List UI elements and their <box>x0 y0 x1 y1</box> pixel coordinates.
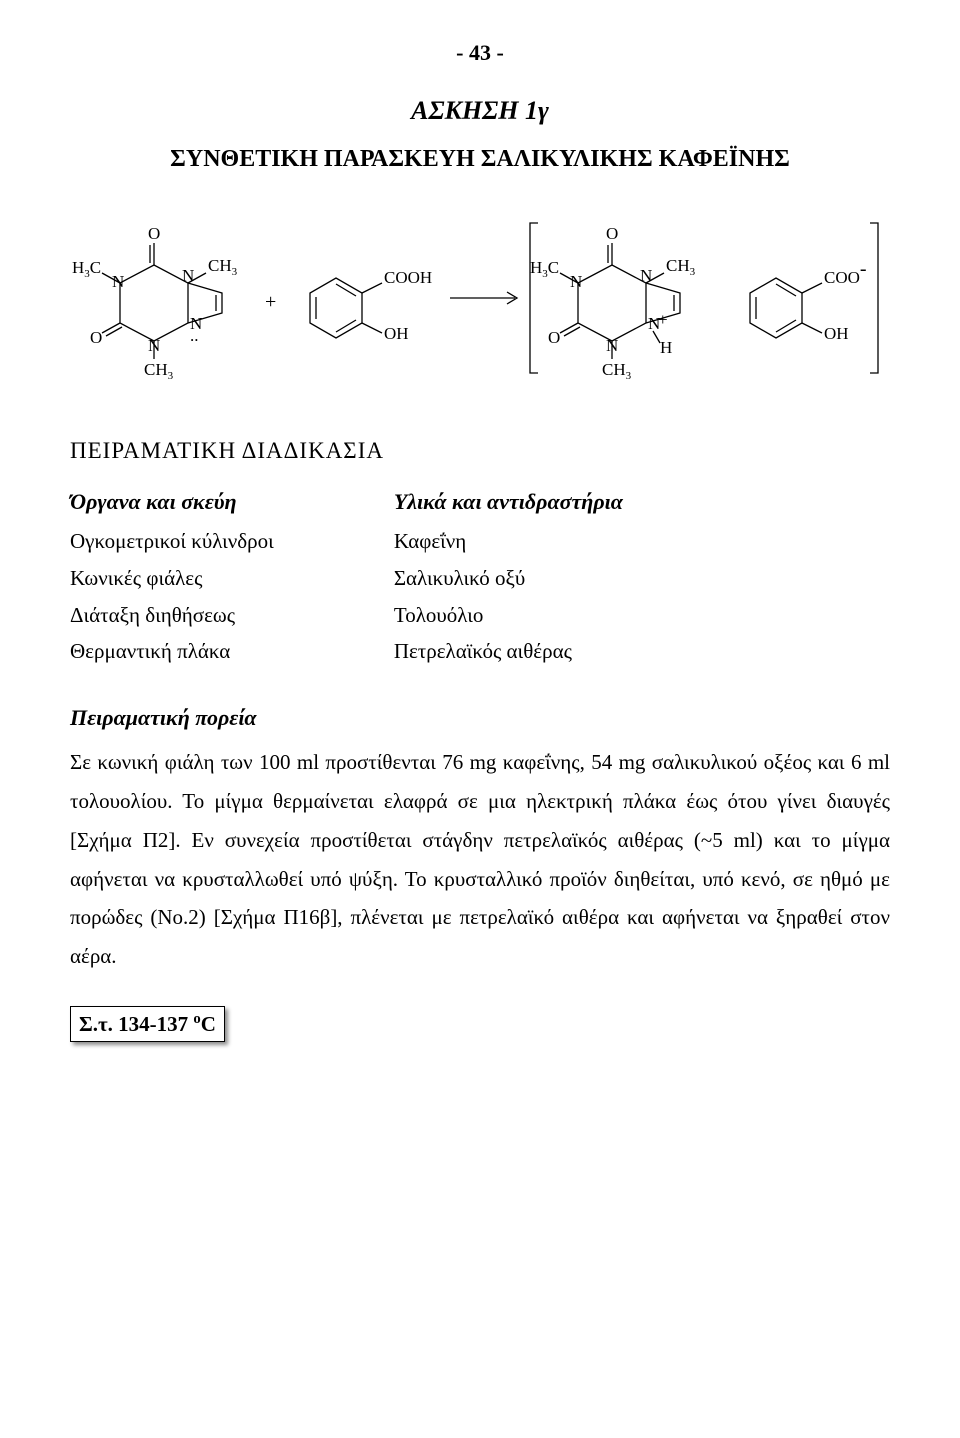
salicylic-oh: OH <box>384 324 409 343</box>
procedure-heading: Πειραματική πορεία <box>70 705 890 731</box>
reagents-item: Τολουόλιο <box>394 597 623 634</box>
mp-sup: o <box>193 1011 200 1027</box>
lone-pair-icon: .. <box>190 326 199 345</box>
salicylate-oh: OH <box>824 324 849 343</box>
svg-text:CH3: CH3 <box>144 360 174 382</box>
svg-text:H3C: H3C <box>72 258 101 280</box>
materials-columns: Όργανα και σκεύη Ογκομετρικοί κύλινδροι … <box>70 489 890 670</box>
prod-O-left: O <box>548 328 560 347</box>
reaction-svg: .atom { font: 17px "Times New Roman"; } … <box>70 203 890 383</box>
exercise-label: ΑΣΚΗΣΗ 1γ <box>70 96 890 126</box>
apparatus-column: Όργανα και σκεύη Ογκομετρικοί κύλινδροι … <box>70 489 274 670</box>
mp-label: Σ.τ. 134-137 <box>79 1012 193 1036</box>
prod-H: H <box>660 338 672 357</box>
page-number: - 43 - <box>70 40 890 66</box>
salicylate-coo: COO <box>824 268 860 287</box>
right-bracket-icon <box>870 223 878 373</box>
reagents-item: Σαλικυλικό οξύ <box>394 560 623 597</box>
caffeine-N3: N <box>182 266 194 285</box>
apparatus-heading: Όργανα και σκεύη <box>70 489 274 515</box>
svg-text:COO-: COO- <box>824 258 867 287</box>
reaction-scheme: .atom { font: 17px "Times New Roman"; } … <box>70 203 890 383</box>
caffeine-O-left: O <box>90 328 102 347</box>
left-bracket-icon <box>530 223 538 373</box>
mp-unit: C <box>201 1012 216 1036</box>
salicylate-minus: - <box>860 258 867 280</box>
prod-O-top: O <box>606 224 618 243</box>
plus-sign: + <box>265 291 276 313</box>
salicylic-cooh: COOH <box>384 268 432 287</box>
procedure-text: Σε κωνική φιάλη των 100 ml προστίθενται … <box>70 743 890 976</box>
caffeine-O-top: O <box>148 224 160 243</box>
svg-text:CH3: CH3 <box>666 256 696 278</box>
reagents-item: Πετρελαϊκός αιθέρας <box>394 633 623 670</box>
reagents-item: Καφεΐνη <box>394 523 623 560</box>
reagents-heading: Υλικά και αντιδραστήρια <box>394 489 623 515</box>
section-heading: ΠΕΙΡΑΜΑΤΙΚΗ ΔΙΑΔΙΚΑΣΙΑ <box>70 438 890 464</box>
apparatus-item: Θερμαντική πλάκα <box>70 633 274 670</box>
apparatus-item: Διάταξη διηθήσεως <box>70 597 274 634</box>
apparatus-item: Ογκομετρικοί κύλινδροι <box>70 523 274 560</box>
svg-text:CH3: CH3 <box>602 360 632 382</box>
melting-point-box: Σ.τ. 134-137 oC <box>70 1006 225 1042</box>
prod-N3: N <box>640 266 652 285</box>
reagents-column: Υλικά και αντιδραστήρια Καφεΐνη Σαλικυλι… <box>394 489 623 670</box>
title: ΣΥΝΘΕΤΙΚΗ ΠΑΡΑΣΚΕΥΗ ΣΑΛΙΚΥΛΙΚΗΣ ΚΑΦΕΪΝΗΣ <box>70 146 890 173</box>
prod-Nplus: + <box>658 310 668 329</box>
svg-text:H3C: H3C <box>530 258 559 280</box>
apparatus-item: Κωνικές φιάλες <box>70 560 274 597</box>
svg-text:CH3: CH3 <box>208 256 238 278</box>
